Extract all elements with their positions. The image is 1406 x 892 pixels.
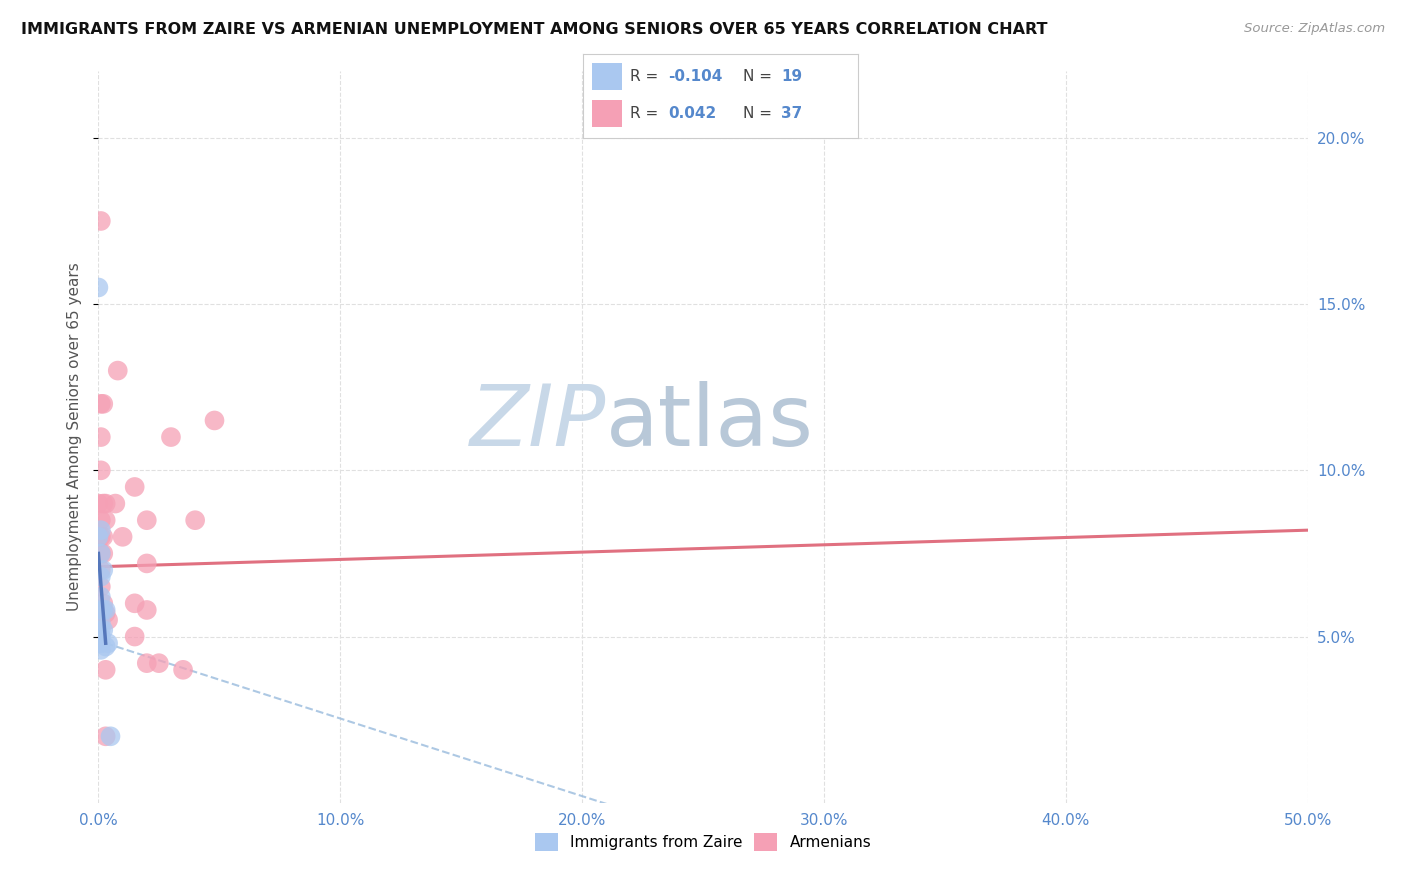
Point: [91, 497, 114, 511]
Point: [91, 596, 114, 610]
Point: [204, 413, 226, 427]
Point: [135, 656, 157, 670]
Point: [90, 580, 112, 594]
Point: [94, 663, 117, 677]
Text: 0.042: 0.042: [668, 106, 717, 121]
Point: [90, 546, 112, 560]
Point: [90, 590, 112, 604]
Point: [107, 363, 129, 377]
Point: [94, 729, 117, 743]
Point: [97, 613, 120, 627]
Point: [87, 280, 110, 294]
Point: [135, 513, 157, 527]
Point: [91, 397, 114, 411]
Point: [87, 497, 110, 511]
Point: [91, 623, 114, 637]
Point: [90, 623, 112, 637]
Point: [90, 563, 112, 577]
Text: -0.104: -0.104: [668, 69, 723, 84]
Point: [90, 513, 112, 527]
Point: [94, 497, 117, 511]
Text: R =: R =: [630, 106, 658, 121]
Point: [160, 430, 183, 444]
Point: [94, 603, 117, 617]
Point: [90, 523, 112, 537]
Point: [135, 603, 157, 617]
Point: [148, 656, 170, 670]
Point: [90, 463, 112, 477]
Point: [90, 643, 112, 657]
Text: 19: 19: [780, 69, 801, 84]
Text: N =: N =: [742, 69, 772, 84]
Text: R =: R =: [630, 69, 658, 84]
Y-axis label: Unemployment Among Seniors over 65 years: Unemployment Among Seniors over 65 years: [67, 263, 83, 611]
Point: [184, 513, 207, 527]
Point: [90, 546, 112, 560]
Text: atlas: atlas: [606, 381, 814, 464]
Point: [94, 513, 117, 527]
Point: [90, 630, 112, 644]
Text: Source: ZipAtlas.com: Source: ZipAtlas.com: [1244, 22, 1385, 36]
Text: N =: N =: [742, 106, 772, 121]
Point: [91, 603, 114, 617]
Point: [97, 636, 120, 650]
Point: [90, 636, 112, 650]
Point: [135, 557, 157, 571]
Point: [87, 530, 110, 544]
Legend: Immigrants from Zaire, Armenians: Immigrants from Zaire, Armenians: [529, 827, 877, 857]
Point: [94, 640, 117, 654]
Point: [90, 530, 112, 544]
Bar: [592, 100, 621, 128]
Bar: [592, 62, 621, 90]
Point: [104, 497, 127, 511]
Point: [90, 430, 112, 444]
Text: IMMIGRANTS FROM ZAIRE VS ARMENIAN UNEMPLOYMENT AMONG SENIORS OVER 65 YEARS CORRE: IMMIGRANTS FROM ZAIRE VS ARMENIAN UNEMPL…: [21, 22, 1047, 37]
Point: [91, 563, 114, 577]
Point: [90, 603, 112, 617]
Point: [124, 630, 146, 644]
Point: [90, 570, 112, 584]
Point: [172, 663, 194, 677]
Point: [124, 480, 146, 494]
Point: [124, 596, 146, 610]
Point: [87, 530, 110, 544]
Point: [90, 214, 112, 228]
Point: [111, 530, 134, 544]
Text: ZIP: ZIP: [470, 381, 606, 464]
Point: [90, 616, 112, 631]
Point: [91, 530, 114, 544]
Point: [90, 397, 112, 411]
Point: [100, 729, 122, 743]
Point: [91, 546, 114, 560]
Text: 37: 37: [780, 106, 803, 121]
Point: [94, 607, 117, 621]
